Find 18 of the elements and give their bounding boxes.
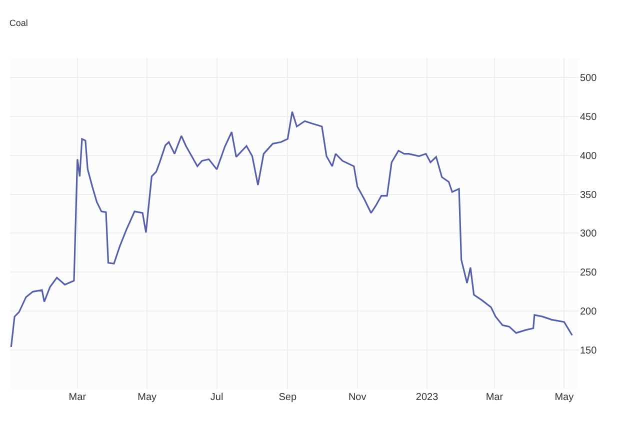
x-tick-label: Sep <box>278 392 297 403</box>
y-tick-label: 250 <box>580 268 598 279</box>
y-tick-label: 350 <box>580 190 598 201</box>
y-tick-label: 500 <box>580 72 598 84</box>
chart-title: Coal <box>9 18 28 28</box>
x-tick-label: Mar <box>486 392 504 403</box>
y-tick-label: 200 <box>580 306 598 318</box>
y-tick-label: 300 <box>580 228 598 240</box>
line-series <box>10 110 573 348</box>
y-tick-label: 400 <box>580 150 598 162</box>
x-tick-label: May <box>138 392 157 403</box>
x-tick-label: Mar <box>68 392 87 403</box>
x-tick-label: 2023 <box>416 392 439 403</box>
x-tick-label: Nov <box>348 392 366 403</box>
y-tick-label: 150 <box>580 346 598 357</box>
x-tick-label: May <box>554 392 574 403</box>
y-tick-label: 450 <box>580 112 598 123</box>
x-tick-label: Jul <box>210 392 224 403</box>
